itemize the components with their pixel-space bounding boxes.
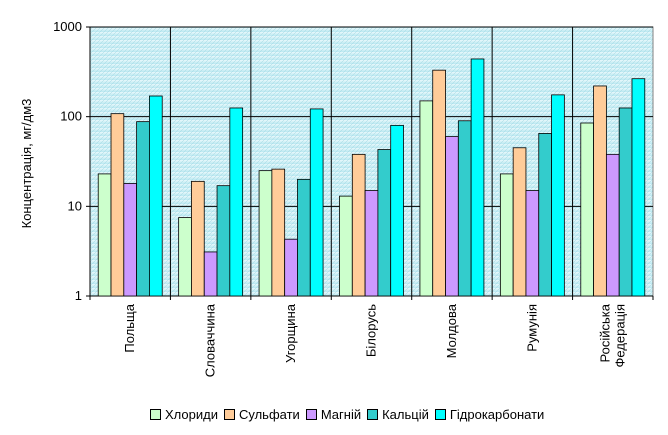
- legend-label: Магній: [320, 407, 362, 422]
- bar-5-1: [149, 95, 163, 297]
- x-category-label: Білорусь: [364, 304, 379, 357]
- bar-1-5: [419, 100, 434, 297]
- bar-5-3: [309, 108, 324, 297]
- bars: [97, 58, 646, 297]
- bar-3-3: [284, 238, 298, 297]
- legend-label: Хлориди: [165, 407, 218, 422]
- y-axis-ticks: 1 10 100 1000: [53, 19, 91, 303]
- bar-4-5: [457, 120, 472, 297]
- bar-2-1: [110, 113, 125, 297]
- bar-3-2: [203, 251, 218, 297]
- category-separators: [89, 27, 654, 300]
- bar-4-2: [216, 185, 231, 297]
- legend-swatch: [150, 409, 161, 420]
- bar-1-2: [178, 217, 192, 297]
- x-category-label: Федерація: [612, 304, 627, 367]
- legend-item: Гідрокарбонати: [434, 407, 545, 422]
- legend-item: Кальцій: [367, 407, 429, 422]
- bar-2-2: [191, 180, 205, 297]
- legend-swatch: [434, 409, 446, 420]
- bar-5-4: [390, 124, 404, 297]
- bar-4-3: [297, 178, 311, 297]
- bar-1-4: [339, 195, 353, 297]
- bar-2-7: [593, 85, 607, 297]
- legend: Хлориди Сульфати Магній Кальцій Гідрокарбона…: [150, 407, 550, 422]
- bar-2-5: [432, 69, 446, 297]
- bar-3-7: [605, 153, 620, 297]
- bar-2-4: [351, 153, 366, 297]
- bar-3-5: [445, 136, 459, 297]
- x-category-label: Польща: [122, 303, 137, 352]
- x-category-label: Румунія: [524, 304, 539, 352]
- bar-5-2: [229, 107, 244, 297]
- y-tick-label: 10: [68, 198, 82, 213]
- bar-2-6: [512, 147, 527, 297]
- x-category-label: Словаччина: [203, 303, 218, 377]
- legend-swatch: [223, 409, 235, 420]
- bar-1-6: [499, 173, 514, 297]
- x-category-label: Угорщина: [283, 303, 298, 363]
- bar-1-7: [580, 122, 594, 297]
- bar-3-4: [364, 190, 379, 297]
- bar-4-7: [618, 107, 633, 297]
- y-axis-title: Концентрація, мг/дм3: [19, 99, 34, 229]
- bar-1-3: [258, 170, 273, 297]
- bar-4-6: [538, 133, 552, 297]
- bar-5-5: [470, 58, 485, 297]
- legend-label: Гідрокарбонати: [449, 407, 545, 422]
- legend-swatch: [367, 409, 379, 420]
- bar-3-1: [123, 183, 138, 297]
- legend-item: Сульфати: [223, 407, 300, 422]
- legend-item: Магній: [305, 407, 362, 422]
- bar-1-1: [97, 173, 112, 297]
- bar-5-6: [551, 94, 565, 297]
- legend-label: Сульфати: [238, 407, 300, 422]
- x-category-label: Російська: [597, 303, 612, 362]
- y-tick-label: 100: [60, 109, 82, 124]
- legend-label: Кальцій: [382, 407, 429, 422]
- legend-swatch: [305, 409, 317, 420]
- bar-5-7: [631, 78, 646, 297]
- bar-4-4: [377, 149, 392, 297]
- bar-3-6: [525, 190, 540, 297]
- x-category-label: Молдова: [444, 303, 459, 358]
- x-axis-labels: Польща Словаччина Угорщина Білорусь Молдова Р…: [122, 303, 627, 377]
- bar-4-1: [136, 121, 150, 297]
- legend-item: Хлориди: [150, 407, 218, 422]
- bar-2-3: [271, 168, 286, 297]
- y-tick-label: 1000: [53, 19, 82, 34]
- y-tick-label: 1: [75, 288, 82, 303]
